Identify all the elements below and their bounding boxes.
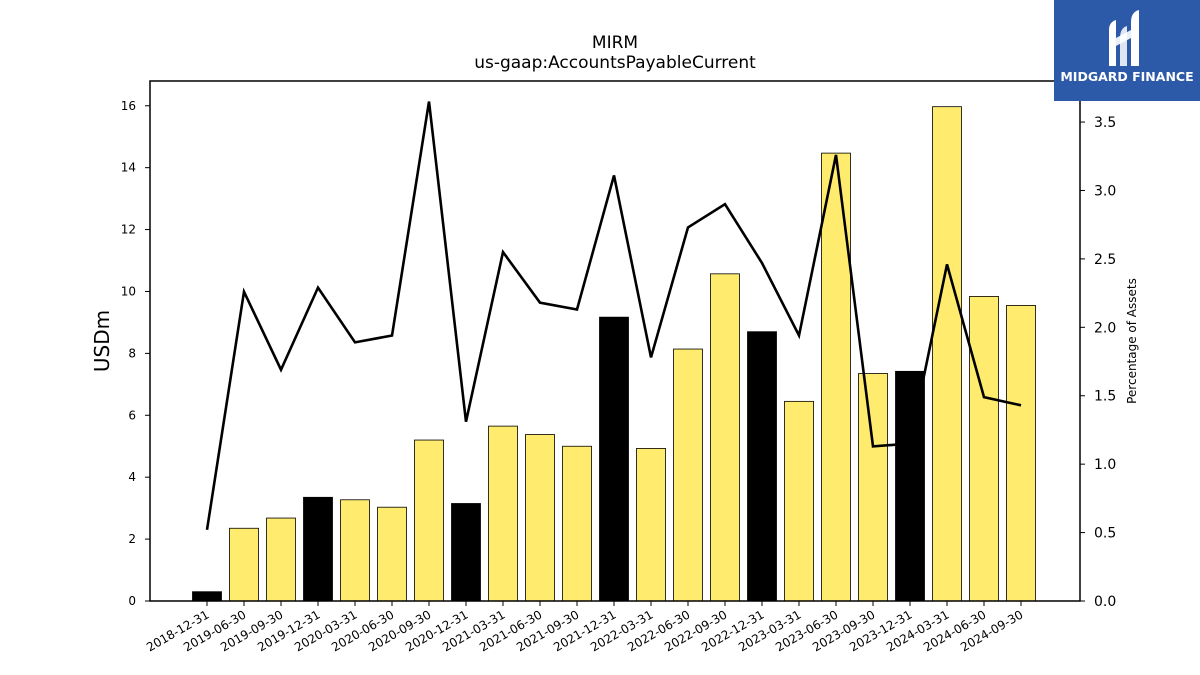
bar (895, 370, 925, 602)
bar (858, 373, 888, 602)
y-tick-label: 12 (121, 223, 136, 237)
y-tick-label: 2 (128, 532, 136, 546)
bar (932, 106, 962, 602)
y2-tick-label: 2.5 (1094, 252, 1116, 268)
bar (414, 439, 444, 602)
bar (303, 496, 333, 602)
bar (747, 331, 777, 602)
y-tick-label: 0 (128, 594, 136, 608)
x-axis: 2018-12-312019-06-302019-09-302019-12-31… (144, 601, 1026, 654)
bar (710, 273, 740, 602)
bar (229, 527, 259, 602)
bar (340, 499, 370, 602)
bar (673, 348, 703, 602)
bar (451, 503, 481, 602)
chart-title: MIRM (592, 33, 638, 53)
y2-tick-label: 0.0 (1094, 594, 1116, 610)
bar (636, 448, 666, 602)
y-tick-label: 16 (121, 99, 136, 113)
bar (192, 591, 222, 602)
y-axis-left: 0 2 4 6 8 10 12 14 16 (121, 99, 150, 608)
bar (525, 434, 555, 602)
y-tick-label: 6 (128, 408, 136, 422)
y2-tick-label: 2.0 (1094, 320, 1116, 336)
y2-tick-label: 1.5 (1094, 389, 1116, 405)
y2-tick-label: 3.5 (1094, 115, 1116, 131)
bar (488, 425, 518, 602)
bar (1006, 305, 1036, 602)
y2-tick-label: 1.0 (1094, 457, 1116, 473)
logo: MIDGARD FINANCE (1054, 0, 1200, 101)
percentage-line (205, 101, 1022, 531)
y-tick-label: 10 (121, 284, 136, 298)
midgard-logo-icon (1109, 10, 1139, 66)
bar (266, 517, 296, 602)
y-axis-right: 0.0 0.5 1.0 1.5 2.0 2.5 3.0 3.5 (1080, 115, 1116, 610)
y-tick-label: 14 (121, 161, 136, 175)
y2-tick-label: 3.0 (1094, 183, 1116, 199)
y-tick-label: 8 (128, 346, 136, 360)
logo-text: MIDGARD FINANCE (1060, 69, 1194, 84)
line-series (205, 101, 1022, 531)
bar-series (192, 106, 1036, 602)
bar (784, 400, 814, 602)
bar (969, 296, 999, 602)
bar (821, 152, 851, 602)
y-axis-label: USDm (90, 310, 114, 372)
chart-subtitle: us-gaap:AccountsPayableCurrent (474, 53, 756, 73)
plot-frame (149, 80, 1081, 602)
bar (599, 316, 629, 602)
bar (562, 445, 592, 602)
y-tick-label: 4 (128, 470, 136, 484)
bar (377, 506, 407, 602)
y2-axis-label: Percentage of Assets (1125, 278, 1139, 404)
y2-tick-label: 0.5 (1094, 526, 1116, 542)
